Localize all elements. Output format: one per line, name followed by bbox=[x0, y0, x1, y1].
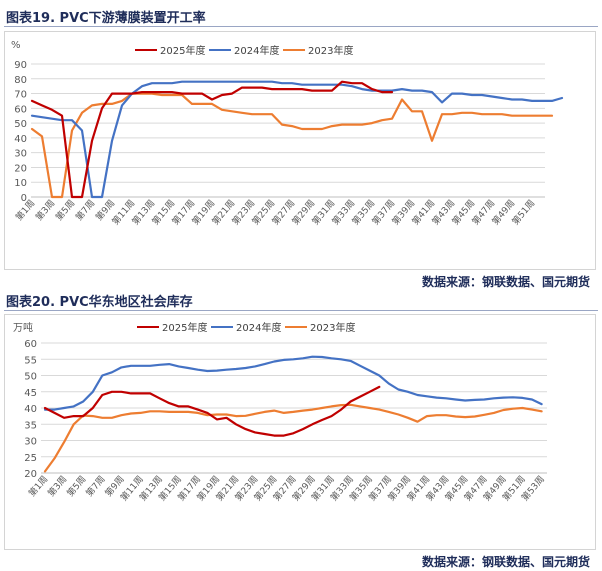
figure-20-title-rule bbox=[4, 310, 598, 311]
chart-20-y-axis-label: 万吨 bbox=[13, 321, 33, 334]
chart-20-x-tick-label: 第5周 bbox=[64, 473, 88, 499]
figure-19-title: 图表19. PVC下游薄膜装置开工率 bbox=[6, 11, 206, 26]
chart-20-y-tick-label: 30 bbox=[24, 437, 37, 448]
chart-20-y-tick-label: 20 bbox=[24, 469, 37, 480]
figure-20-title: 图表20. PVC华东地区社会库存 bbox=[6, 295, 193, 310]
chart-19-y-tick-label: 20 bbox=[14, 163, 27, 174]
figure-20-source: 数据来源：钢联数据、国元期货 bbox=[421, 555, 590, 569]
chart-19-y-tick-label: 60 bbox=[14, 104, 27, 115]
chart-19-x-tick-label: 第7周 bbox=[73, 197, 97, 223]
chart-19-y-tick-label: 80 bbox=[14, 75, 27, 86]
chart-20-legend-label: 2023年度 bbox=[310, 321, 355, 334]
chart-19-series-2-line bbox=[30, 92, 554, 199]
chart-19-y-tick-label: 40 bbox=[14, 134, 27, 145]
chart-19-series-0-line bbox=[30, 80, 394, 199]
chart-19-x-tick-label: 第3周 bbox=[33, 197, 57, 223]
chart-19-legend-label: 2024年度 bbox=[234, 44, 279, 57]
chart-19-y-axis-label: % bbox=[11, 40, 21, 51]
figure-19-source: 数据来源：钢联数据、国元期货 bbox=[421, 275, 590, 289]
chart-19-y-tick-label: 0 bbox=[21, 193, 27, 204]
chart-20-x-tick-label: 第3周 bbox=[45, 473, 69, 499]
chart-20-y-tick-label: 50 bbox=[24, 372, 37, 383]
chart-19-frame: 0 10 20 30 40 50 60 70 80 90% 第1周 第3周 第5周 第7周 第9周 第11周第… bbox=[4, 31, 596, 270]
chart-20-series-1-line bbox=[43, 355, 543, 411]
chart-20-y-tick-label: 45 bbox=[24, 388, 37, 399]
figure-19-title-rule bbox=[4, 26, 598, 27]
chart-20-x-tick-label: 第7周 bbox=[83, 473, 107, 499]
chart-19: 0102030405060708090%第1周第3周第5周第7周第9周第11周第… bbox=[11, 40, 564, 227]
chart-19-y-tick-label: 90 bbox=[14, 60, 27, 71]
chart-20-y-tick-label: 25 bbox=[24, 453, 37, 464]
chart-19-legend-label: 2025年度 bbox=[160, 44, 205, 57]
chart-20: 202530354045505560万吨第1周第3周第5周第7周第9周第11周第… bbox=[13, 321, 547, 503]
chart-19-series-1-line bbox=[30, 80, 564, 199]
chart-19-y-tick-label: 30 bbox=[14, 149, 27, 160]
chart-19-y-tick-label: 70 bbox=[14, 90, 27, 101]
chart-20-legend-label: 2025年度 bbox=[162, 321, 207, 334]
chart-20-y-tick-label: 55 bbox=[24, 355, 37, 366]
chart-20-frame: 20 25 30 35 40 45 50 55 60 万吨 第1周 第3周 第5周 第7周 第9周 第11周第… bbox=[4, 314, 596, 550]
chart-20-y-tick-label: 40 bbox=[24, 404, 37, 415]
chart-19-y-tick-label: 10 bbox=[14, 178, 27, 189]
chart-19-y-tick-label: 50 bbox=[14, 119, 27, 130]
chart-19-x-tick-label: 第5周 bbox=[53, 197, 77, 223]
chart-19-legend-label: 2023年度 bbox=[308, 44, 353, 57]
chart-20-series-0-line bbox=[43, 385, 381, 437]
chart-20-y-tick-label: 35 bbox=[24, 420, 37, 431]
chart-20-y-tick-label: 60 bbox=[24, 339, 37, 350]
chart-20-legend-label: 2024年度 bbox=[236, 321, 281, 334]
chart-20-series-2-line bbox=[43, 403, 543, 473]
